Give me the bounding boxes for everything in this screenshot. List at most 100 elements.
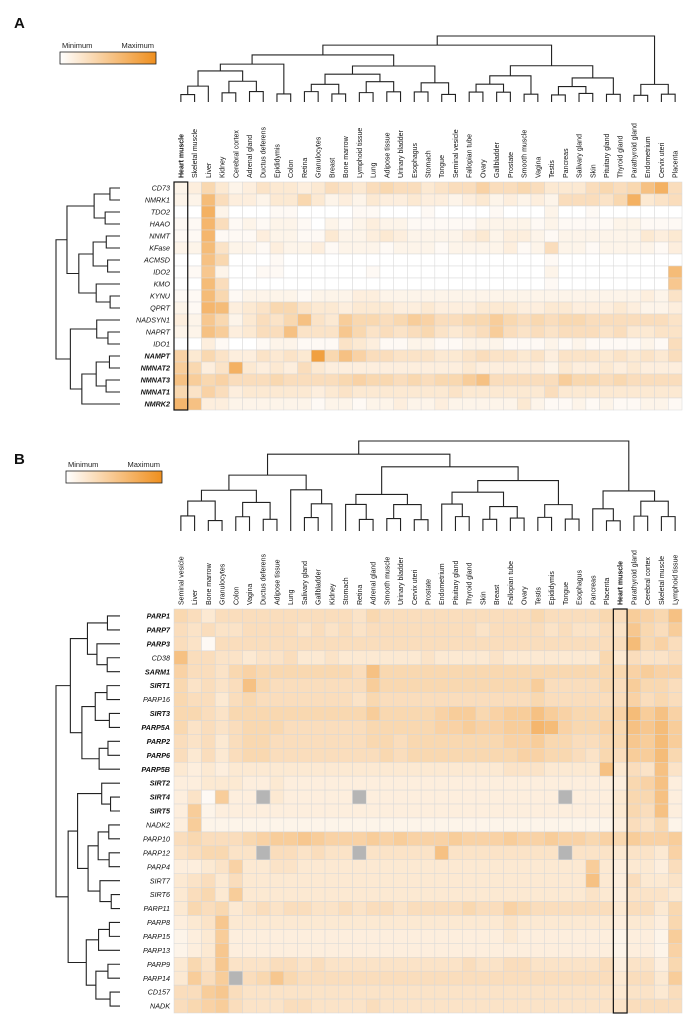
- heatmap-cell: [324, 397, 340, 411]
- heatmap-cell: [228, 277, 243, 291]
- heatmap-cell: [256, 205, 271, 219]
- column-label-gallbladder: Gallbladder: [316, 569, 323, 605]
- heatmap-cell: [516, 301, 532, 315]
- heatmap-cell: [475, 650, 491, 665]
- heatmap-cell: [365, 734, 381, 749]
- heatmap-cell: [187, 217, 202, 231]
- heatmap-cell: [668, 622, 683, 638]
- heatmap-cell: [640, 361, 655, 375]
- heatmap-cell: [516, 622, 532, 638]
- column-label-thyroid-gland: Thyroid gland: [618, 135, 625, 178]
- heatmap-cell: [283, 313, 298, 327]
- heatmap-cell: [599, 289, 614, 303]
- heatmap-cell: [558, 277, 573, 291]
- heatmap-cell: [530, 229, 545, 243]
- heatmap-cell: [324, 373, 340, 387]
- heatmap-cell: [242, 984, 257, 1000]
- dendrogram-branch: [180, 93, 196, 102]
- heatmap-cell: [503, 915, 518, 930]
- heatmap-cell: [434, 692, 449, 707]
- heatmap-cell: [558, 789, 573, 805]
- heatmap-cell: [311, 761, 326, 777]
- heatmap-cell: [256, 385, 271, 399]
- heatmap-cell: [173, 265, 188, 279]
- heatmap-cell: [654, 349, 669, 363]
- heatmap-cell: [462, 761, 477, 777]
- heatmap-cell: [585, 205, 600, 219]
- heatmap-cell: [324, 664, 340, 679]
- heatmap-cell: [352, 349, 367, 363]
- heatmap-cell: [475, 313, 491, 327]
- heatmap-cell: [311, 984, 326, 1000]
- heatmap-cell: [530, 775, 545, 791]
- heatmap-cell: [379, 361, 394, 375]
- heatmap-cell: [228, 301, 243, 315]
- heatmap-cell: [599, 217, 614, 231]
- heatmap-cell: [475, 385, 491, 399]
- heatmap-cell: [462, 349, 477, 363]
- heatmap-cell: [297, 873, 312, 888]
- heatmap-cell: [434, 385, 449, 399]
- heatmap-cell: [297, 385, 312, 399]
- heatmap-cell: [626, 664, 642, 679]
- heatmap-cell: [365, 229, 381, 243]
- heatmap-cell: [214, 301, 230, 315]
- heatmap-cell: [352, 193, 367, 207]
- heatmap-cell: [503, 803, 518, 819]
- row-label-cd157: CD157: [148, 988, 171, 997]
- heatmap-cell: [201, 775, 216, 791]
- heatmap-cell: [407, 301, 422, 315]
- heatmap-cell: [269, 361, 285, 375]
- heatmap-cell: [187, 984, 202, 1000]
- heatmap-cell: [434, 241, 449, 255]
- heatmap-cell: [475, 970, 491, 986]
- heatmap-cell: [475, 817, 491, 833]
- heatmap-cell: [269, 636, 285, 652]
- heatmap-cell: [242, 734, 257, 749]
- heatmap-cell: [379, 349, 394, 363]
- heatmap-cell: [269, 748, 285, 763]
- heatmap-cell: [626, 277, 642, 291]
- heatmap-cell: [297, 998, 312, 1014]
- heatmap-cell: [571, 397, 587, 411]
- column-label-smooth-muscle: Smooth muscle: [384, 557, 391, 605]
- heatmap-cell: [173, 277, 188, 291]
- heatmap-cell: [571, 337, 587, 351]
- heatmap-cell: [228, 325, 243, 339]
- column-label-tongue: Tongue: [563, 582, 570, 605]
- heatmap-cell: [242, 650, 257, 665]
- heatmap-cell: [571, 349, 587, 363]
- heatmap-cell: [324, 241, 340, 255]
- heatmap-cell: [613, 929, 628, 944]
- heatmap-cell: [311, 608, 326, 624]
- heatmap-cell: [516, 957, 532, 972]
- heatmap-cell: [599, 720, 614, 735]
- heatmap-cell: [489, 929, 504, 944]
- heatmap-cell: [379, 873, 394, 888]
- heatmap-cell: [407, 929, 422, 944]
- heatmap-cell: [571, 692, 587, 707]
- heatmap-cell: [352, 929, 367, 944]
- heatmap-cell: [626, 706, 642, 721]
- heatmap-cell: [599, 970, 614, 986]
- heatmap-cell: [311, 817, 326, 833]
- heatmap-cell: [379, 301, 394, 315]
- heatmap-cell: [379, 720, 394, 735]
- heatmap-cell: [407, 748, 422, 763]
- heatmap-cell: [613, 361, 628, 375]
- heatmap-cell: [379, 241, 394, 255]
- heatmap-cell: [242, 845, 257, 861]
- heatmap-cell: [503, 181, 518, 195]
- dendrogram-branch: [451, 491, 505, 507]
- heatmap-cell: [283, 748, 298, 763]
- heatmap-cell: [201, 193, 216, 207]
- heatmap-cell: [324, 943, 340, 958]
- heatmap-cell: [489, 622, 504, 638]
- heatmap-cell: [352, 845, 367, 861]
- heatmap-cell: [462, 943, 477, 958]
- heatmap-cell: [613, 957, 628, 972]
- heatmap-cell: [503, 361, 518, 375]
- heatmap-cell: [489, 229, 504, 243]
- heatmap-cell: [324, 734, 340, 749]
- heatmap-cell: [407, 193, 422, 207]
